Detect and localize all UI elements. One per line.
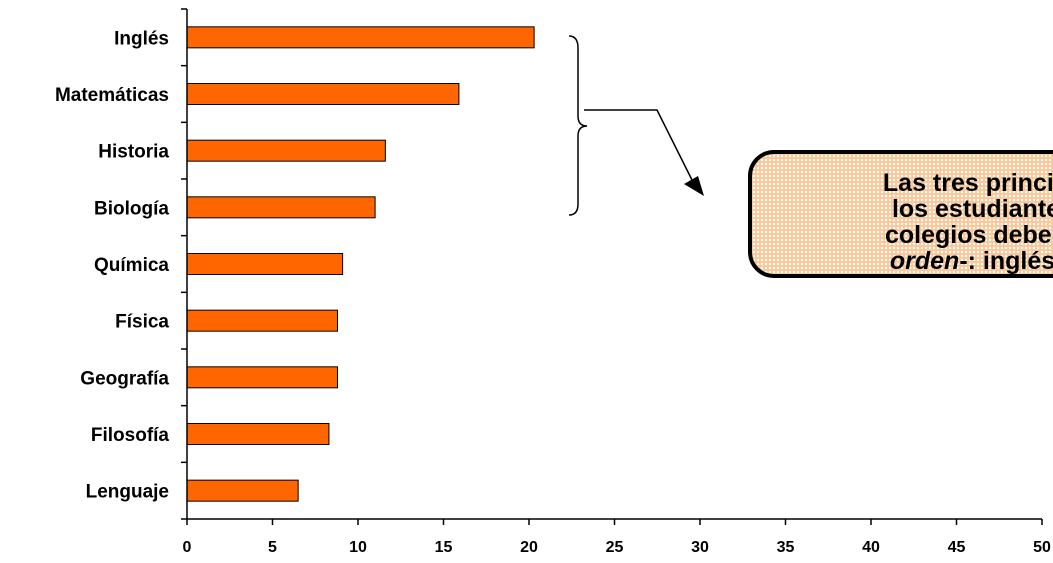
x-tick-label: 20 (520, 539, 538, 556)
bar (186, 83, 460, 105)
x-tick-labels: 0 5 10 15 20 25 30 35 40 45 50 (183, 539, 1051, 556)
x-tick-label: 0 (183, 539, 192, 556)
x-tick-label: 10 (349, 539, 367, 556)
category-label: Química (94, 255, 169, 276)
x-tick-label: 35 (777, 539, 795, 556)
annotation-arrow-line (584, 109, 696, 187)
annotation-text: Las tres princip los estudiante colegios… (766, 170, 1053, 274)
bars-group (186, 26, 535, 502)
bar (186, 26, 535, 49)
annotation-line-4-italic: orden (889, 247, 960, 275)
category-label: Filosofía (91, 425, 170, 446)
bar (186, 423, 330, 445)
axes (181, 8, 1043, 525)
x-tick-label: 40 (862, 539, 880, 556)
category-label: Historia (98, 142, 169, 163)
annotation-line-4-rest: -: inglés, (959, 247, 1053, 275)
category-label: Biología (94, 198, 169, 219)
bar (186, 253, 344, 275)
x-tick-label: 5 (268, 539, 277, 556)
x-tick-label: 30 (691, 539, 709, 556)
bar (186, 139, 386, 162)
bar (186, 309, 338, 332)
bar (186, 196, 376, 219)
annotation-line-3: colegios deben (885, 221, 1053, 249)
annotation-line-1: Las tres princip (882, 169, 1053, 197)
annotation-line-2: los estudiante (891, 195, 1053, 223)
x-tick-label: 15 (435, 539, 453, 556)
x-tick-label: 50 (1033, 539, 1051, 556)
x-tick-label: 25 (606, 539, 624, 556)
annotation-arrowhead (684, 176, 704, 196)
x-tick-label: 45 (948, 539, 966, 556)
annotation-bracket (568, 35, 588, 216)
category-label: Geografía (80, 368, 169, 389)
category-label: Física (115, 312, 169, 333)
bar (186, 366, 338, 389)
category-label: Lenguaje (86, 482, 169, 503)
annotation-callout: Las tres princip los estudiante colegios… (748, 150, 1053, 278)
bar (186, 479, 299, 502)
category-label: Inglés (114, 28, 169, 49)
category-label: Matemáticas (55, 85, 169, 106)
category-labels: Inglés Matemáticas Historia Biología Química… (55, 28, 169, 502)
